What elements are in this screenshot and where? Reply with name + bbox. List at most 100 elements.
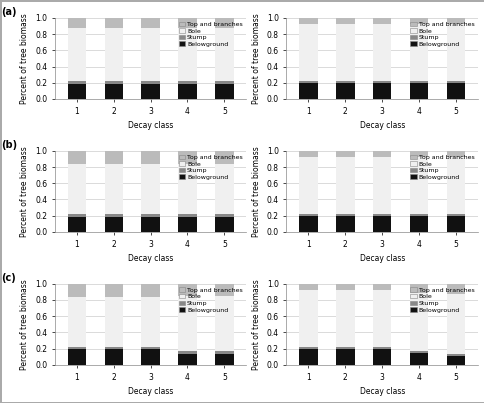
Bar <box>372 290 391 347</box>
Bar <box>105 83 123 99</box>
Bar <box>409 284 427 293</box>
Bar <box>335 290 354 347</box>
Bar <box>178 351 197 353</box>
Y-axis label: Percent of tree biomass: Percent of tree biomass <box>252 279 260 370</box>
Bar <box>215 83 233 99</box>
Bar <box>335 284 354 290</box>
Bar <box>141 297 160 347</box>
Bar <box>178 216 197 232</box>
Bar <box>446 81 464 83</box>
Legend: Top and branches, Bole, Stump, Belowground: Top and branches, Bole, Stump, Belowgrou… <box>409 287 474 314</box>
Bar <box>372 157 391 214</box>
Bar <box>141 18 160 28</box>
Bar <box>372 18 391 24</box>
Bar <box>299 290 317 347</box>
Bar <box>299 347 317 349</box>
Bar <box>141 81 160 83</box>
X-axis label: Decay class: Decay class <box>128 254 173 263</box>
Text: (a): (a) <box>1 7 16 17</box>
Bar <box>68 81 86 83</box>
Bar <box>215 28 233 81</box>
X-axis label: Decay class: Decay class <box>128 121 173 130</box>
X-axis label: Decay class: Decay class <box>359 121 404 130</box>
Bar <box>372 214 391 216</box>
Bar <box>446 216 464 232</box>
Bar <box>215 216 233 232</box>
Y-axis label: Percent of tree biomass: Percent of tree biomass <box>252 13 260 104</box>
Bar <box>446 284 464 294</box>
Bar <box>446 294 464 354</box>
X-axis label: Decay class: Decay class <box>359 254 404 263</box>
Legend: Top and branches, Bole, Stump, Belowground: Top and branches, Bole, Stump, Belowgrou… <box>178 154 243 181</box>
Bar <box>178 81 197 83</box>
Bar <box>299 18 317 24</box>
Y-axis label: Percent of tree biomass: Percent of tree biomass <box>20 279 30 370</box>
Bar <box>178 296 197 351</box>
Bar <box>215 296 233 351</box>
Bar <box>68 151 86 164</box>
Bar <box>215 151 233 164</box>
Bar <box>68 164 86 214</box>
Bar <box>141 151 160 164</box>
Bar <box>372 151 391 157</box>
Bar <box>335 24 354 81</box>
Bar <box>105 284 123 297</box>
Bar <box>409 83 427 99</box>
Bar <box>178 151 197 164</box>
Bar <box>335 157 354 214</box>
Bar <box>105 347 123 349</box>
Bar <box>215 284 233 296</box>
Bar <box>372 24 391 81</box>
Bar <box>409 18 427 24</box>
Legend: Top and branches, Bole, Stump, Belowground: Top and branches, Bole, Stump, Belowgrou… <box>178 21 243 48</box>
Bar <box>141 216 160 232</box>
Text: (b): (b) <box>1 140 17 150</box>
Bar <box>141 349 160 365</box>
Bar <box>141 284 160 297</box>
Bar <box>141 214 160 216</box>
Bar <box>178 284 197 296</box>
Bar <box>178 214 197 216</box>
Bar <box>409 216 427 232</box>
Bar <box>68 28 86 81</box>
Bar <box>299 216 317 232</box>
Bar <box>446 157 464 214</box>
Bar <box>178 164 197 214</box>
Legend: Top and branches, Bole, Stump, Belowground: Top and branches, Bole, Stump, Belowgrou… <box>409 21 474 48</box>
Bar <box>409 293 427 351</box>
Bar <box>446 356 464 365</box>
Bar <box>68 347 86 349</box>
Bar <box>446 18 464 24</box>
Bar <box>335 349 354 365</box>
Bar <box>105 151 123 164</box>
Bar <box>178 83 197 99</box>
Bar <box>105 164 123 214</box>
Bar <box>105 349 123 365</box>
Bar <box>68 216 86 232</box>
Bar <box>215 351 233 353</box>
Bar <box>178 28 197 81</box>
Bar <box>141 28 160 81</box>
Bar <box>141 164 160 214</box>
Bar <box>372 216 391 232</box>
Legend: Top and branches, Bole, Stump, Belowground: Top and branches, Bole, Stump, Belowgrou… <box>409 154 474 181</box>
Bar <box>372 81 391 83</box>
Bar <box>299 81 317 83</box>
Bar <box>105 81 123 83</box>
Bar <box>68 349 86 365</box>
Bar <box>215 18 233 28</box>
Bar <box>105 216 123 232</box>
Bar <box>335 347 354 349</box>
Y-axis label: Percent of tree biomass: Percent of tree biomass <box>20 146 30 237</box>
Bar <box>372 347 391 349</box>
Bar <box>299 151 317 157</box>
Bar <box>446 83 464 99</box>
Bar <box>141 347 160 349</box>
Bar <box>68 18 86 28</box>
Y-axis label: Percent of tree biomass: Percent of tree biomass <box>20 13 30 104</box>
Bar <box>178 18 197 28</box>
Bar <box>446 214 464 216</box>
Bar <box>335 151 354 157</box>
Bar <box>409 214 427 216</box>
Bar <box>372 349 391 365</box>
